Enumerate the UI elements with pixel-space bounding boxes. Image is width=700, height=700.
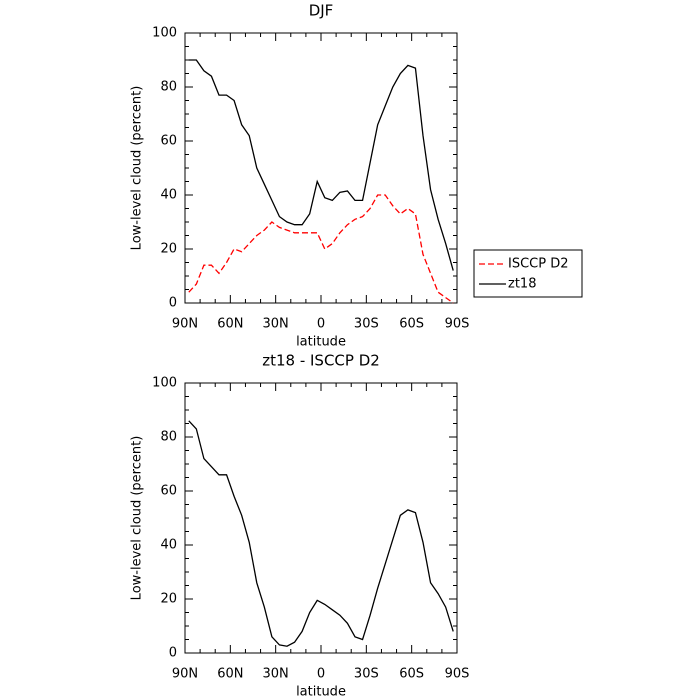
chart-title: zt18 - ISCCP D2 xyxy=(262,352,380,370)
legend-label: zt18 xyxy=(508,277,536,292)
x-tick-label: 60N xyxy=(217,667,243,682)
y-tick-label: 0 xyxy=(169,646,177,661)
x-tick-label: 60N xyxy=(217,317,243,332)
x-tick-label: 90S xyxy=(445,317,470,332)
series-line xyxy=(188,59,454,271)
x-tick-label: 90N xyxy=(172,667,198,682)
x-tick-label: 0 xyxy=(317,317,325,332)
series-line xyxy=(188,420,454,647)
x-tick-label: 30N xyxy=(263,317,289,332)
x-axis-label: latitude xyxy=(296,335,346,350)
x-tick-label: 90S xyxy=(445,667,470,682)
y-tick-label: 100 xyxy=(152,376,177,391)
series-line xyxy=(188,194,454,304)
y-tick-label: 60 xyxy=(160,134,177,149)
legend-box xyxy=(473,249,583,298)
y-tick-label: 20 xyxy=(160,242,177,257)
x-tick-label: 30S xyxy=(354,667,379,682)
y-tick-label: 80 xyxy=(160,430,177,445)
x-tick-label: 30S xyxy=(354,317,379,332)
chart-title: DJF xyxy=(309,2,334,20)
x-tick-label: 90N xyxy=(172,317,198,332)
y-tick-label: 100 xyxy=(152,26,177,41)
x-axis-label: latitude xyxy=(296,685,346,700)
x-tick-label: 0 xyxy=(317,667,325,682)
y-tick-label: 80 xyxy=(160,80,177,95)
y-tick-label: 40 xyxy=(160,538,177,553)
y-tick-label: 60 xyxy=(160,484,177,499)
y-axis-label: Low-level cloud (percent) xyxy=(130,436,145,601)
y-tick-label: 40 xyxy=(160,188,177,203)
x-tick-label: 30N xyxy=(263,667,289,682)
x-tick-label: 60S xyxy=(399,667,424,682)
y-axis-label: Low-level cloud (percent) xyxy=(130,86,145,251)
y-tick-label: 20 xyxy=(160,592,177,607)
legend-label: ISCCP D2 xyxy=(508,257,569,272)
x-tick-label: 60S xyxy=(399,317,424,332)
y-tick-label: 0 xyxy=(169,296,177,311)
